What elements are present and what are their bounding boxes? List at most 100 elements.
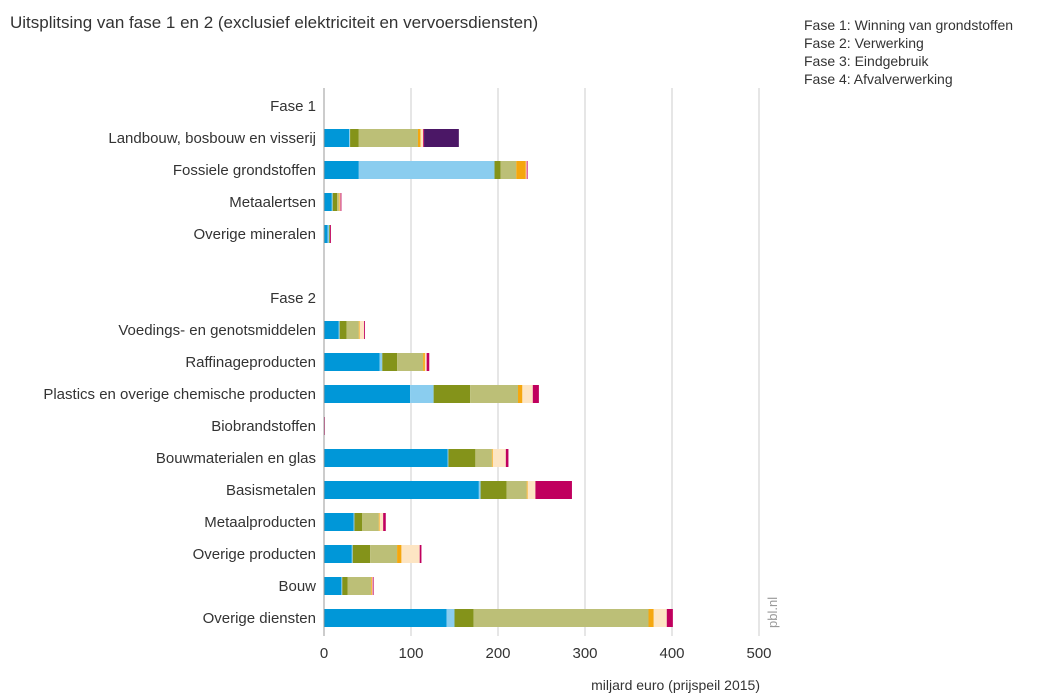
category-label: Raffinageproducten — [185, 354, 316, 371]
bar-segment — [454, 609, 474, 627]
category-label: Overige diensten — [203, 610, 316, 627]
bar-segment — [525, 161, 527, 179]
bar-segment — [480, 481, 507, 499]
legend-item-fase-2: Fase 2: Verwerking — [804, 35, 924, 51]
category-label: Metaalertsen — [229, 194, 316, 211]
bar-segment — [526, 481, 528, 499]
bar-segment — [338, 193, 340, 211]
bar-segment — [426, 353, 430, 371]
category-label: Overige mineralen — [193, 226, 316, 243]
bar-segment — [420, 129, 424, 147]
bar-segment — [666, 609, 673, 627]
x-axis-title: miljard euro (prijspeil 2015) — [591, 677, 760, 693]
bar-segment — [383, 513, 386, 531]
bar-segment — [340, 193, 342, 211]
bar-segment — [331, 193, 333, 211]
bar-segment — [378, 513, 380, 531]
bar-segment — [329, 225, 331, 243]
bar-segment — [500, 161, 517, 179]
bar-segment — [532, 385, 539, 403]
bar-segment — [401, 545, 420, 563]
bar-segment — [494, 161, 501, 179]
bar-segment — [505, 449, 509, 467]
bar-segment — [473, 609, 649, 627]
bar-segment — [324, 129, 350, 147]
category-label: Basismetalen — [226, 482, 316, 499]
bar-segment — [526, 161, 528, 179]
bar-segment — [379, 353, 383, 371]
bar-segment — [371, 577, 373, 595]
legend-item-fase-4: Fase 4: Afvalverwerking — [804, 71, 953, 87]
bar-segment — [349, 129, 351, 147]
bar-segment — [324, 481, 479, 499]
bar-segment — [364, 321, 365, 339]
bar-segment — [446, 609, 455, 627]
bar-segment — [339, 321, 347, 339]
bar-segment — [491, 449, 493, 467]
legend-item-fase-3: Fase 3: Eindgebruik — [804, 53, 929, 69]
bar-segment — [324, 545, 352, 563]
category-label: Bouw — [278, 578, 316, 595]
x-tick-label: 300 — [572, 645, 597, 662]
bar-segment — [324, 161, 359, 179]
bar-segment — [372, 577, 374, 595]
bar-segment — [324, 321, 339, 339]
category-label: Plastics en overige chemische producten — [43, 386, 316, 403]
bar-segment — [423, 353, 425, 371]
x-tick-label: 400 — [659, 645, 684, 662]
bar-segment — [324, 225, 328, 243]
bar-segment — [324, 513, 354, 531]
bar-segment — [379, 513, 384, 531]
category-label: Fase 2 — [270, 290, 316, 307]
bar-segment — [417, 129, 421, 147]
source-credit: pbl.nl — [765, 597, 780, 628]
bar-segment — [424, 353, 427, 371]
bar-segment — [354, 513, 363, 531]
category-label: Overige producten — [193, 546, 316, 563]
bar-segment — [353, 513, 355, 531]
bar-segment — [448, 449, 476, 467]
x-tick-label: 200 — [485, 645, 510, 662]
bar-segment — [492, 449, 506, 467]
bar-segment — [535, 481, 572, 499]
bar-segment — [324, 353, 380, 371]
bar-segment — [478, 481, 481, 499]
bar-segment — [527, 481, 536, 499]
bar-segment — [350, 129, 359, 147]
bar-segment — [653, 609, 667, 627]
bar-segment — [447, 449, 449, 467]
bar-segment — [506, 481, 527, 499]
bar-segment — [338, 321, 340, 339]
category-label: Bouwmaterialen en glas — [156, 450, 316, 467]
bar-segment — [419, 545, 422, 563]
bar-segment — [339, 193, 341, 211]
bar-segment — [358, 161, 495, 179]
bar-segment — [522, 385, 533, 403]
bar-segment — [648, 609, 654, 627]
bar-segment — [518, 385, 523, 403]
legend: Fase 1: Winning van grondstoffen Fase 2:… — [804, 16, 1013, 88]
bar-segment — [423, 129, 425, 147]
bar-segment — [341, 577, 343, 595]
bar-segment — [327, 225, 330, 243]
bar-segment — [324, 449, 448, 467]
bar-segment — [352, 545, 371, 563]
legend-item-fase-1: Fase 1: Winning van grondstoffen — [804, 17, 1014, 33]
category-label: Fossiele grondstoffen — [173, 162, 316, 179]
category-label: Fase 1 — [270, 98, 316, 115]
bar-segment — [342, 577, 348, 595]
category-label: Biobrandstoffen — [211, 418, 316, 435]
x-tick-label: 500 — [746, 645, 771, 662]
bar-segment — [382, 353, 398, 371]
bar-segment — [324, 609, 447, 627]
bar-segment — [337, 193, 339, 211]
chart-title: Uitsplitsing van fase 1 en 2 (exclusief … — [10, 13, 539, 32]
bar-segment — [516, 161, 526, 179]
bar-segment — [346, 321, 359, 339]
x-tick-label: 0 — [320, 645, 328, 662]
bar-segment — [397, 545, 402, 563]
category-label: Voedings- en genotsmiddelen — [118, 322, 316, 339]
bar-segment — [324, 193, 332, 211]
bar-segment — [470, 385, 519, 403]
